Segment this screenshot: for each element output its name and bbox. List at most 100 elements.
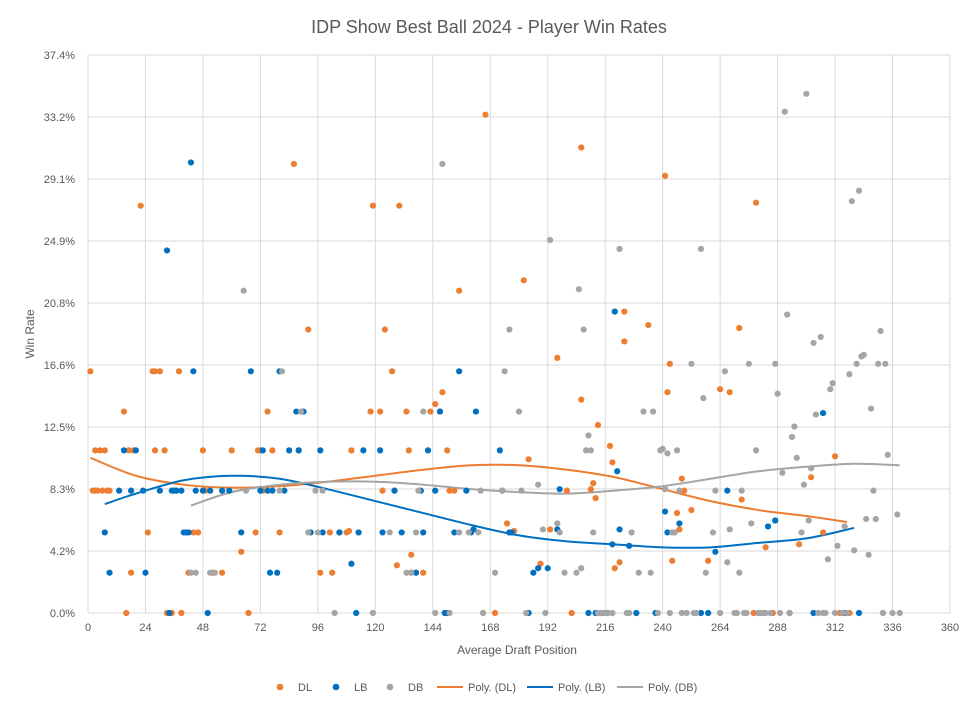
point-lb bbox=[772, 517, 779, 524]
point-db bbox=[774, 390, 781, 397]
chart-title: IDP Show Best Ball 2024 - Player Win Rat… bbox=[311, 17, 667, 37]
point-db bbox=[412, 529, 420, 536]
point-dl bbox=[563, 487, 570, 494]
point-db bbox=[479, 609, 487, 617]
point-dl bbox=[609, 459, 616, 466]
point-dl bbox=[317, 569, 324, 576]
x-tick-label: 168 bbox=[481, 622, 499, 634]
y-tick-label: 12.5% bbox=[44, 422, 75, 434]
point-dl bbox=[101, 447, 108, 454]
point-lb bbox=[185, 529, 192, 536]
point-lb bbox=[226, 487, 233, 494]
point-db bbox=[585, 432, 592, 439]
point-db bbox=[604, 609, 611, 617]
y-axis-title: Win Rate bbox=[23, 309, 37, 359]
point-dl bbox=[405, 447, 412, 454]
point-dl bbox=[568, 609, 575, 617]
point-lb bbox=[764, 523, 772, 530]
point-db bbox=[319, 487, 326, 494]
point-lb bbox=[585, 609, 592, 617]
point-dl bbox=[290, 160, 298, 168]
point-lb bbox=[348, 560, 355, 567]
point-lb bbox=[633, 609, 640, 617]
point-dl bbox=[269, 447, 276, 454]
point-lb bbox=[178, 487, 185, 494]
point-db bbox=[772, 360, 779, 367]
points-layer bbox=[87, 90, 903, 617]
point-dl bbox=[408, 551, 415, 558]
x-tick-label: 0 bbox=[85, 622, 91, 634]
y-tick-label: 4.2% bbox=[50, 546, 75, 558]
legend-label: Poly. (LB) bbox=[558, 682, 605, 694]
point-db bbox=[501, 368, 508, 375]
legend: DL LB DB Poly. (DL) Poly. (LB) Poly. (DB) bbox=[276, 682, 697, 694]
point-lb bbox=[697, 609, 705, 617]
point-dl bbox=[195, 529, 202, 536]
point-dl bbox=[377, 408, 384, 415]
point-db bbox=[515, 408, 523, 415]
point-db bbox=[808, 465, 815, 472]
point-dl bbox=[673, 509, 681, 517]
point-lb bbox=[705, 609, 712, 617]
point-db bbox=[717, 609, 724, 617]
point-lb bbox=[274, 569, 281, 576]
point-db bbox=[726, 526, 733, 533]
point-dl bbox=[678, 475, 685, 482]
point-db bbox=[800, 481, 808, 488]
point-db bbox=[884, 451, 891, 458]
point-lb bbox=[432, 487, 439, 494]
point-dl bbox=[348, 447, 355, 454]
point-lb bbox=[317, 447, 324, 454]
point-db bbox=[678, 609, 685, 617]
legend-label: Poly. (DL) bbox=[468, 682, 516, 694]
y-tick-label: 0.0% bbox=[50, 608, 75, 620]
point-db bbox=[812, 411, 820, 418]
point-db bbox=[499, 487, 506, 494]
point-dl bbox=[276, 529, 283, 536]
point-lb bbox=[257, 487, 264, 494]
point-lb bbox=[626, 542, 633, 549]
point-db bbox=[815, 609, 822, 617]
point-db bbox=[582, 447, 590, 454]
point-dl bbox=[554, 354, 561, 361]
point-db bbox=[867, 405, 875, 412]
trend-layer bbox=[90, 456, 900, 549]
point-dl bbox=[305, 326, 312, 333]
point-db bbox=[791, 423, 798, 430]
point-lb bbox=[101, 529, 108, 536]
point-dl bbox=[796, 541, 803, 548]
point-db bbox=[671, 529, 678, 536]
point-db bbox=[831, 609, 839, 617]
point-dl bbox=[92, 447, 99, 454]
point-db bbox=[314, 529, 321, 536]
ticks-layer: 0 24 48 72 96 120 144 168 192 216 240 264 288 312 336 3… bbox=[44, 50, 959, 634]
point-db bbox=[784, 311, 791, 318]
y-tick-label: 16.6% bbox=[44, 360, 75, 372]
point-lb bbox=[556, 486, 563, 493]
point-lb bbox=[472, 408, 479, 415]
point-db bbox=[870, 487, 877, 494]
point-dl bbox=[403, 408, 410, 415]
point-dl bbox=[329, 569, 336, 576]
point-lb bbox=[238, 529, 245, 536]
point-db bbox=[590, 529, 597, 536]
point-db bbox=[805, 517, 812, 524]
point-lb bbox=[204, 609, 211, 617]
point-db bbox=[841, 523, 848, 530]
x-tick-label: 216 bbox=[596, 622, 614, 634]
point-db bbox=[535, 481, 542, 488]
point-lb bbox=[470, 526, 477, 533]
point-db bbox=[693, 609, 700, 617]
point-db bbox=[305, 529, 312, 536]
point-db bbox=[724, 559, 731, 566]
point-dl bbox=[326, 529, 333, 536]
point-db bbox=[709, 529, 717, 536]
x-tick-label: 192 bbox=[539, 622, 557, 634]
point-db bbox=[240, 287, 247, 294]
point-db bbox=[575, 286, 582, 293]
point-db bbox=[839, 609, 846, 617]
point-dl bbox=[128, 569, 135, 576]
point-lb bbox=[496, 447, 503, 454]
